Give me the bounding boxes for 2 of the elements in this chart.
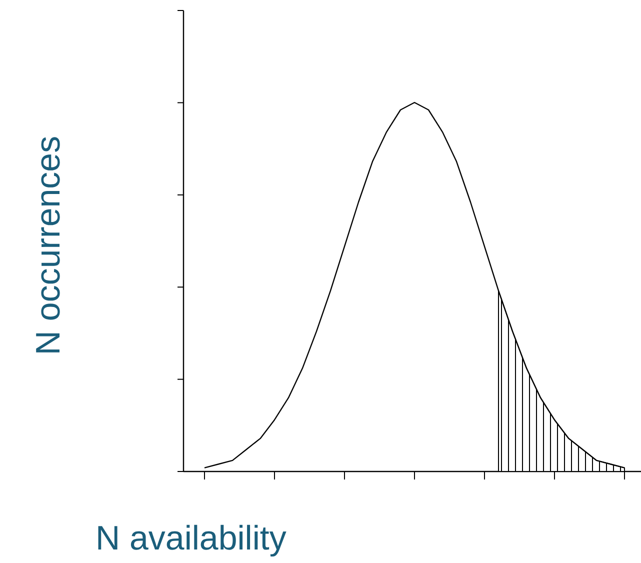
x-axis-title: N availability: [96, 520, 286, 558]
y-axis-title: N occurrences: [30, 136, 68, 356]
